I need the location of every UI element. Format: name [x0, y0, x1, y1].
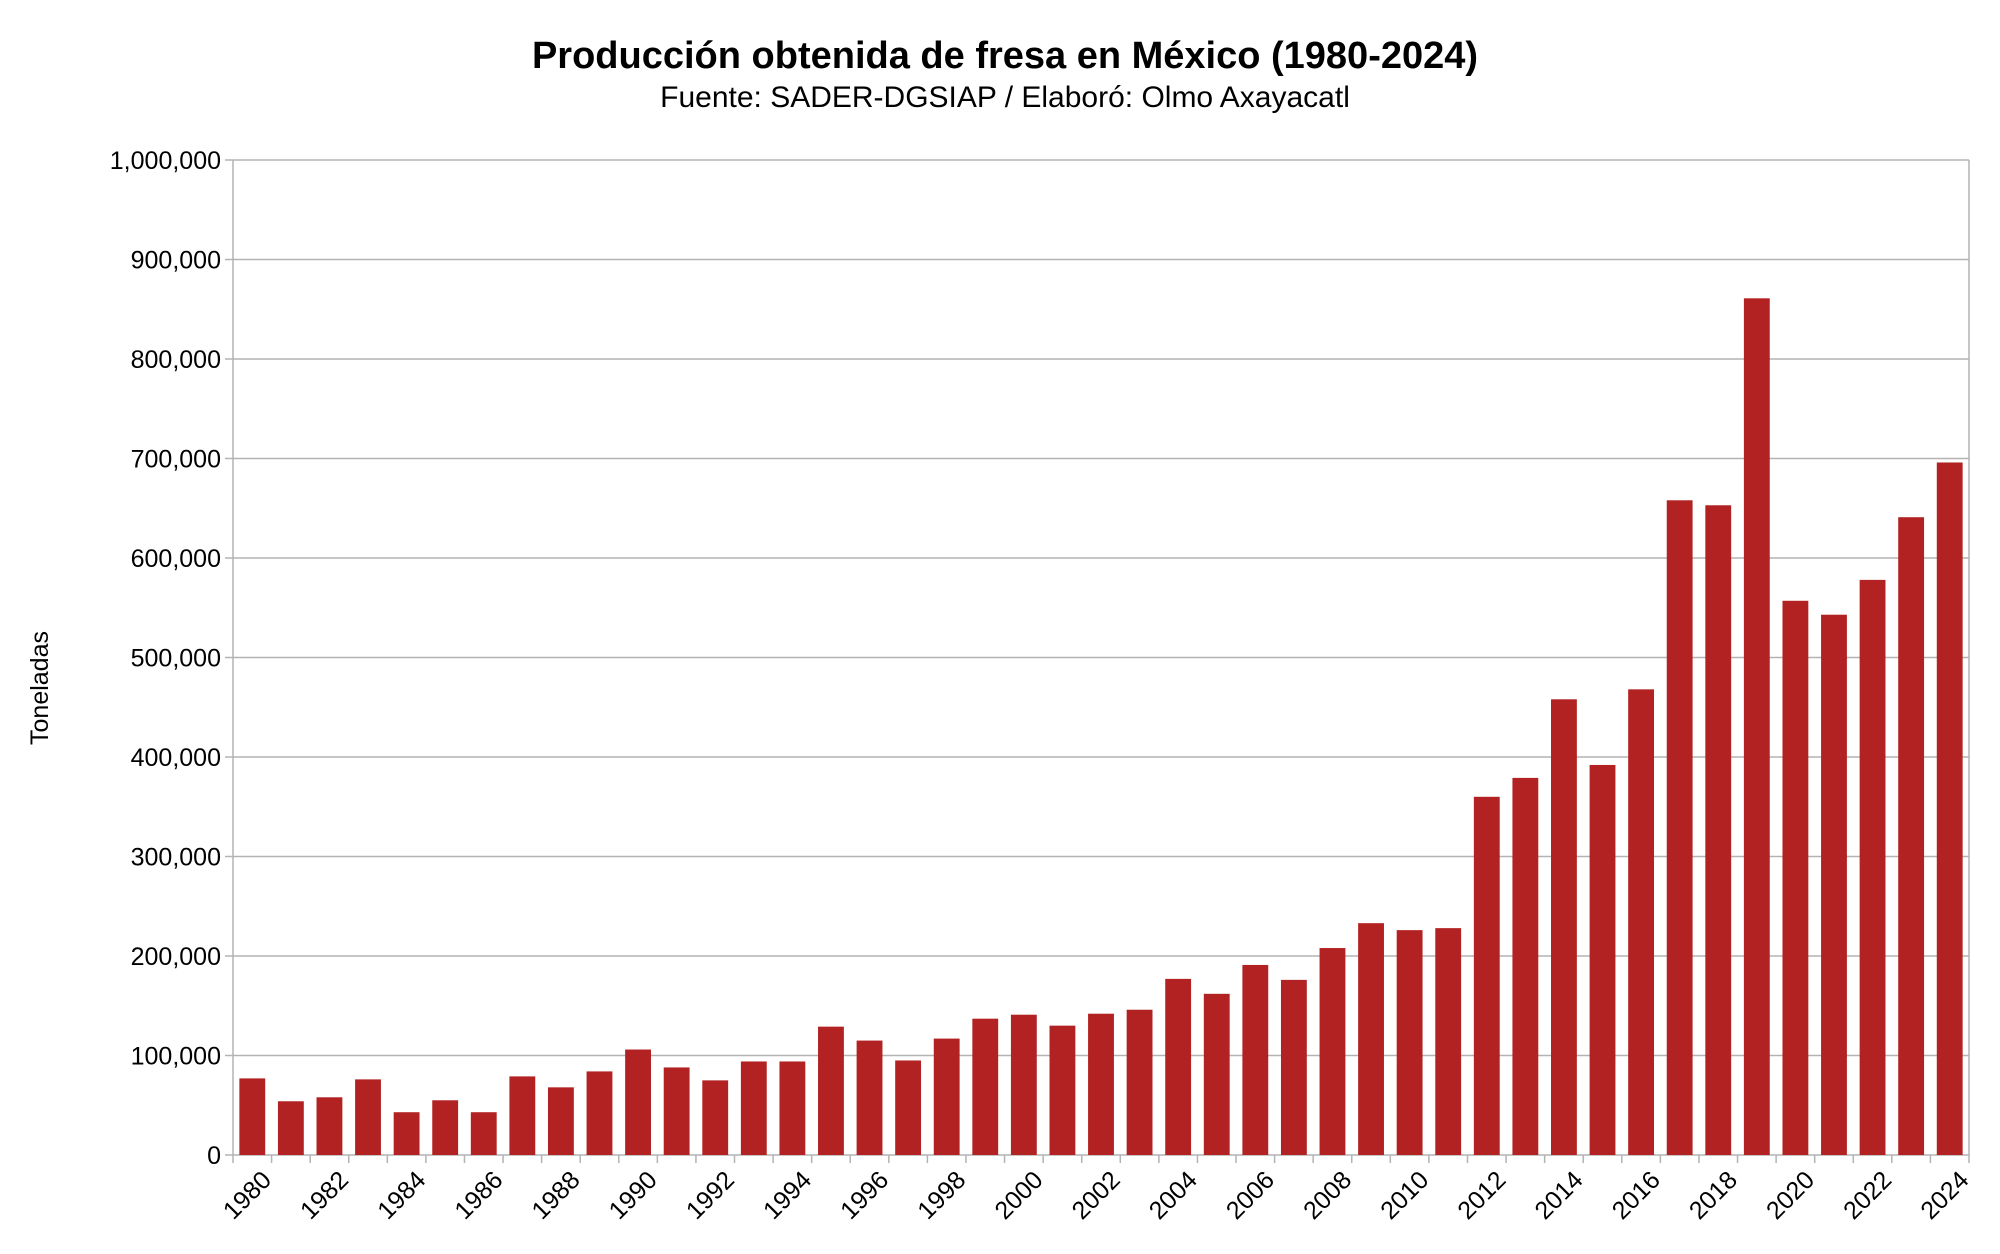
x-tick-label: 1986	[449, 1166, 508, 1225]
x-tick-label: 1994	[758, 1166, 817, 1225]
x-tick-label: 2004	[1144, 1166, 1203, 1225]
x-tick-label: 1988	[526, 1166, 585, 1225]
y-tick-label: 200,000	[131, 943, 221, 971]
x-tick-label: 2014	[1529, 1166, 1588, 1225]
bar-1999	[972, 1018, 999, 1155]
x-tick-label: 1980	[218, 1166, 277, 1225]
bar-2019	[1743, 298, 1770, 1155]
x-tick-label: 1996	[835, 1166, 894, 1225]
x-tick-label: 2002	[1067, 1166, 1126, 1225]
bar-1985	[432, 1100, 459, 1155]
x-tick-label: 1998	[912, 1166, 971, 1225]
bar-2004	[1165, 978, 1192, 1155]
y-tick-label: 300,000	[131, 844, 221, 872]
bar-2000	[1010, 1014, 1037, 1155]
bar-2005	[1203, 993, 1230, 1155]
bar-1998	[933, 1038, 960, 1155]
bar-2014	[1551, 699, 1577, 1155]
x-tick-label: 2008	[1298, 1166, 1357, 1225]
bar-1984	[393, 1112, 420, 1155]
x-tick-label: 2018	[1684, 1166, 1743, 1225]
chart-subtitle: Fuente: SADER-DGSIAP / Elaboró: Olmo Axa…	[660, 81, 1350, 114]
bar-2003	[1126, 1009, 1153, 1155]
y-tick-label: 100,000	[131, 1043, 221, 1071]
bar-2013	[1512, 777, 1539, 1155]
bar-2024	[1936, 462, 1963, 1156]
bar-1989	[586, 1071, 613, 1155]
bar-1992	[702, 1080, 729, 1155]
y-tick-label: 800,000	[131, 346, 221, 374]
x-tick-label: 2000	[989, 1166, 1048, 1225]
x-tick-label: 1992	[681, 1166, 740, 1225]
x-tick-label: 1984	[372, 1166, 431, 1225]
bar-1987	[509, 1076, 536, 1155]
bar-2018	[1705, 505, 1732, 1155]
y-tick-label: 0	[207, 1142, 221, 1170]
bar-2008	[1319, 948, 1346, 1155]
x-tick-label: 2006	[1221, 1166, 1280, 1225]
bar-1996	[856, 1040, 883, 1155]
bar-1982	[316, 1097, 343, 1155]
bar-2023	[1898, 517, 1925, 1155]
y-axis-ticks: 0 100,000 200,000 300,000 400,000 500,000 600,…	[110, 147, 221, 1170]
x-tick-label: 1990	[604, 1166, 663, 1225]
bar-2022	[1859, 579, 1886, 1155]
bar-2009	[1358, 923, 1384, 1155]
y-axis-label: Toneladas	[26, 631, 54, 745]
bar-1997	[895, 1060, 922, 1155]
bar-2007	[1280, 979, 1307, 1155]
y-tick-label: 700,000	[131, 446, 221, 474]
chart-title: Producción obtenida de fresa en México (…	[532, 35, 1478, 77]
bar-2010	[1396, 930, 1423, 1155]
x-tick-label: 2020	[1761, 1166, 1820, 1225]
bar-1986	[470, 1112, 497, 1155]
bar-1980	[239, 1078, 266, 1155]
x-tick-label: 2024	[1915, 1166, 1974, 1225]
x-tick-label: 2010	[1375, 1166, 1434, 1225]
bar-2021	[1821, 614, 1847, 1155]
bar-1994	[779, 1061, 806, 1155]
y-tick-label: 1,000,000	[110, 147, 221, 175]
y-tick-label: 500,000	[131, 645, 221, 673]
x-tick-label: 2022	[1838, 1166, 1897, 1225]
bar-2016	[1628, 689, 1655, 1155]
bar-1990	[625, 1049, 651, 1155]
y-tick-label: 600,000	[131, 545, 221, 573]
bar-1993	[740, 1061, 767, 1155]
bar-2017	[1666, 500, 1693, 1155]
y-tick-label: 900,000	[131, 247, 221, 275]
bar-1995	[818, 1026, 844, 1155]
bar-2012	[1473, 796, 1500, 1155]
bar-1981	[277, 1101, 304, 1155]
bar-1983	[355, 1079, 381, 1155]
bars	[239, 298, 1963, 1156]
x-axis-ticks: 1980 1982 1984 1986 1988 1990 1992 1994 1996 1998…	[218, 1166, 1975, 1225]
bar-2006	[1242, 964, 1269, 1155]
bar-1991	[663, 1067, 690, 1155]
x-tick-label: 2016	[1607, 1166, 1666, 1225]
bar-2002	[1088, 1013, 1114, 1155]
y-tick-label: 400,000	[131, 744, 221, 772]
x-tick-label: 1982	[295, 1166, 354, 1225]
x-tick-label: 2012	[1452, 1166, 1511, 1225]
bar-2011	[1435, 928, 1462, 1155]
bar-1988	[547, 1087, 574, 1155]
bar-2001	[1049, 1025, 1076, 1155]
bar-2015	[1589, 764, 1616, 1155]
bar-2020	[1782, 600, 1809, 1155]
